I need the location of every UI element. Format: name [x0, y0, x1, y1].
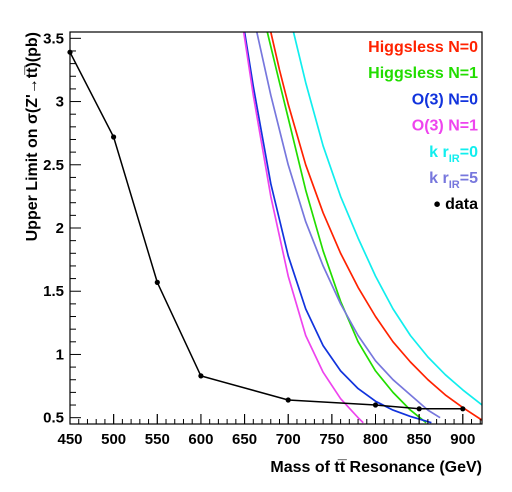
- legend-label-data: data: [445, 196, 478, 213]
- legend-label-main: O(3) N=0: [412, 91, 478, 108]
- series-line-o-3-n-1: [242, 32, 364, 424]
- x-tick-label: 900: [450, 431, 475, 448]
- series-line-o-3-n-0: [243, 32, 432, 424]
- data-point: [285, 397, 291, 403]
- axes-layer: 450 500 550 600 650 700 750 800 850 900 0.5 1 1.5 2 2.…: [24, 30, 483, 476]
- legend-label-tail: =5: [460, 170, 478, 187]
- legend-label-main: Higgsless N=0: [368, 39, 478, 56]
- legend-label-o3-n1: O(3) N=1: [412, 118, 478, 135]
- legend-marker-data: [434, 201, 440, 207]
- x-tick-label: 600: [188, 431, 213, 448]
- legend-label-subscript: IR: [449, 153, 460, 165]
- x-tick-label: 450: [57, 431, 82, 448]
- x-tick-label: 700: [276, 431, 301, 448]
- legend-label-o3-n0: O(3) N=0: [412, 91, 478, 108]
- y-tick-label: 1: [56, 346, 64, 363]
- data-point: [372, 402, 379, 408]
- series-line-higgsless-n-0: [269, 32, 482, 421]
- legend-label-main: Higgsless N=1: [368, 65, 478, 82]
- y-axis-title: Upper Limit on σ(Z'→tt̅)(pb): [24, 32, 41, 241]
- legend-label-higgsless-n1: Higgsless N=1: [368, 65, 478, 82]
- x-axis-title: Mass of tt̅ Resonance (GeV): [270, 459, 482, 476]
- legend-label-main: k r: [429, 144, 449, 161]
- x-tick-label: 500: [101, 431, 126, 448]
- y-tick-label: 3: [56, 94, 64, 111]
- legend-label-tail: =0: [460, 144, 478, 161]
- legend: Higgsless N=0 Higgsless N=1 O(3) N=0 O(3) N…: [368, 39, 478, 213]
- data-point: [460, 406, 466, 412]
- x-tick-label: 550: [145, 431, 170, 448]
- data-point: [416, 406, 422, 412]
- y-tick-label: 0.5: [43, 410, 64, 427]
- data-point: [111, 134, 117, 140]
- series-line-k-r-ir-0: [292, 32, 482, 406]
- y-tick-label: 2.5: [43, 157, 64, 174]
- x-tick-label: 650: [232, 431, 257, 448]
- y-tick-label: 2: [56, 220, 64, 237]
- x-tick-label: 800: [363, 431, 388, 448]
- x-tick-label: 850: [407, 431, 432, 448]
- legend-label-higgsless-n0: Higgsless N=0: [368, 39, 478, 56]
- series-line-data: [70, 51, 463, 410]
- legend-label-main: data: [445, 196, 478, 213]
- y-tick-label: 3.5: [43, 30, 64, 47]
- series-line-higgsless-n-1: [266, 32, 427, 424]
- curves-layer: [67, 32, 482, 424]
- legend-label-main: k r: [429, 170, 449, 187]
- data-point: [154, 279, 160, 285]
- legend-label-k-rir-5: k rIR=5: [429, 170, 478, 191]
- data-point: [198, 373, 204, 379]
- legend-label-main: O(3) N=1: [412, 118, 478, 135]
- y-tick-label: 1.5: [43, 283, 64, 300]
- legend-label-k-rir-0: k rIR=0: [429, 144, 478, 165]
- x-tick-label: 750: [319, 431, 344, 448]
- series-line-k-r-ir-5: [255, 32, 441, 419]
- legend-label-subscript: IR: [449, 179, 460, 191]
